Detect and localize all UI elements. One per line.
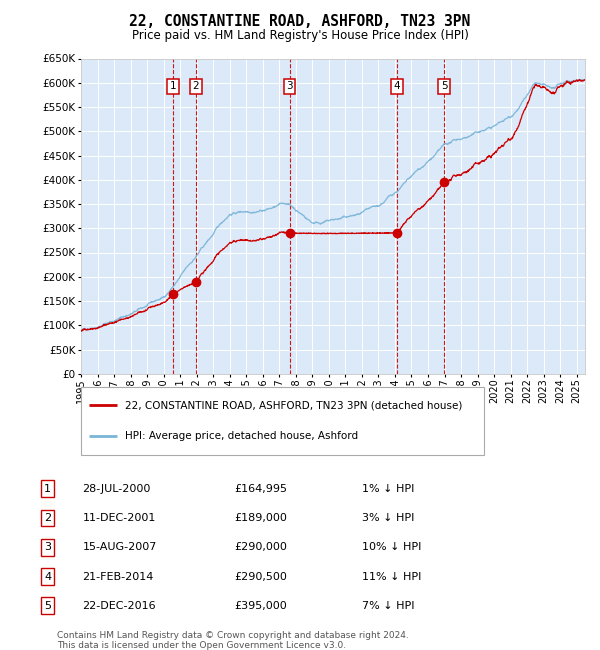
Text: 11% ↓ HPI: 11% ↓ HPI	[362, 571, 421, 582]
Text: 3% ↓ HPI: 3% ↓ HPI	[362, 513, 414, 523]
Text: HPI: Average price, detached house, Ashford: HPI: Average price, detached house, Ashf…	[125, 431, 358, 441]
Text: £290,000: £290,000	[234, 542, 287, 552]
Text: 22, CONSTANTINE ROAD, ASHFORD, TN23 3PN (detached house): 22, CONSTANTINE ROAD, ASHFORD, TN23 3PN …	[125, 400, 463, 410]
Text: £290,500: £290,500	[234, 571, 287, 582]
Text: 4: 4	[394, 81, 400, 91]
Text: 1: 1	[170, 81, 176, 91]
Text: 15-AUG-2007: 15-AUG-2007	[83, 542, 157, 552]
Text: 1: 1	[44, 484, 51, 494]
Text: 7% ↓ HPI: 7% ↓ HPI	[362, 601, 415, 611]
Text: 5: 5	[44, 601, 51, 611]
FancyBboxPatch shape	[81, 387, 484, 455]
Text: £395,000: £395,000	[234, 601, 287, 611]
Text: Contains HM Land Registry data © Crown copyright and database right 2024.
This d: Contains HM Land Registry data © Crown c…	[57, 630, 409, 650]
Text: £164,995: £164,995	[234, 484, 287, 494]
Text: 28-JUL-2000: 28-JUL-2000	[83, 484, 151, 494]
Text: 22, CONSTANTINE ROAD, ASHFORD, TN23 3PN: 22, CONSTANTINE ROAD, ASHFORD, TN23 3PN	[130, 14, 470, 29]
Text: 3: 3	[44, 542, 51, 552]
Text: Price paid vs. HM Land Registry's House Price Index (HPI): Price paid vs. HM Land Registry's House …	[131, 29, 469, 42]
Text: 21-FEB-2014: 21-FEB-2014	[83, 571, 154, 582]
Text: 5: 5	[441, 81, 448, 91]
Text: 1% ↓ HPI: 1% ↓ HPI	[362, 484, 414, 494]
Text: 2: 2	[193, 81, 199, 91]
Text: 2: 2	[44, 513, 51, 523]
Text: 3: 3	[286, 81, 293, 91]
Text: 4: 4	[44, 571, 51, 582]
Text: 10% ↓ HPI: 10% ↓ HPI	[362, 542, 421, 552]
Text: 22-DEC-2016: 22-DEC-2016	[83, 601, 156, 611]
Text: 11-DEC-2001: 11-DEC-2001	[83, 513, 156, 523]
Text: £189,000: £189,000	[234, 513, 287, 523]
